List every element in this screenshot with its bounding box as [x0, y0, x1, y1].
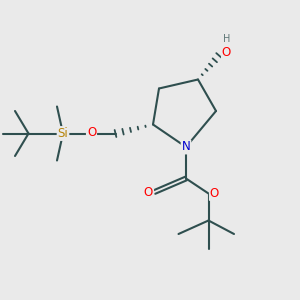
Text: O: O — [144, 185, 153, 199]
Text: N: N — [182, 140, 190, 154]
Text: O: O — [222, 46, 231, 59]
Text: H: H — [223, 34, 230, 44]
Text: Si: Si — [58, 127, 68, 140]
Text: O: O — [87, 126, 96, 140]
Text: O: O — [210, 187, 219, 200]
